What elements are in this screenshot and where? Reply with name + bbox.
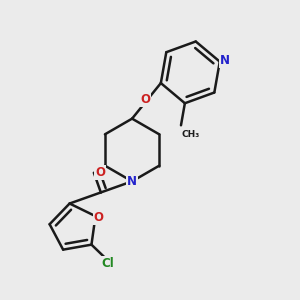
Text: N: N <box>127 175 137 188</box>
Text: O: O <box>95 166 105 179</box>
Text: N: N <box>220 54 230 67</box>
Text: O: O <box>94 211 103 224</box>
Text: O: O <box>140 93 150 106</box>
Text: CH₃: CH₃ <box>182 130 200 139</box>
Text: Cl: Cl <box>101 257 114 270</box>
